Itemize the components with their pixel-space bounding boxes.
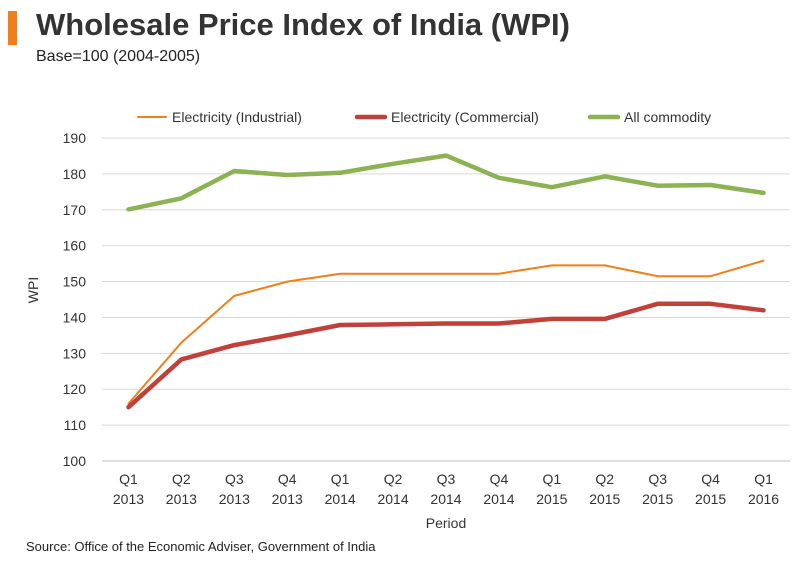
legend: Electricity (Industrial) Electricity (Com… xyxy=(137,109,711,125)
y-tick-label: 150 xyxy=(63,274,87,290)
y-tick-label: 130 xyxy=(63,345,87,361)
y-tick-label: 140 xyxy=(63,309,87,325)
legend-label: All commodity xyxy=(624,109,711,125)
page-subtitle: Base=100 (2004-2005) xyxy=(36,48,201,65)
x-tick-label: 2015 xyxy=(642,491,673,507)
gridlines xyxy=(102,137,790,462)
y-tick-label: 110 xyxy=(64,417,87,433)
x-tick-label: 2015 xyxy=(589,491,620,507)
title-accent-bar xyxy=(8,11,17,45)
x-tick-label: Q1 xyxy=(119,471,138,487)
y-axis-label: WPI xyxy=(25,277,41,303)
legend-label: Electricity (Commercial) xyxy=(391,109,539,125)
x-tick-label: 2013 xyxy=(219,491,250,507)
x-tick-label: 2014 xyxy=(430,491,461,507)
series-line-electricity-commercial xyxy=(126,301,766,410)
source-note: Source: Office of the Economic Adviser, … xyxy=(26,539,376,554)
x-tick-label: Q4 xyxy=(701,471,720,487)
x-tick-label: 2013 xyxy=(272,491,303,507)
x-tick-label: 2013 xyxy=(113,491,144,507)
y-tick-label: 180 xyxy=(63,166,87,182)
x-tick-label: 2014 xyxy=(377,491,408,507)
x-tick-label: Q1 xyxy=(543,471,562,487)
x-tick-label: 2015 xyxy=(536,491,567,507)
x-tick-label: Q1 xyxy=(331,471,350,487)
wpi-line-chart: 100 110 120 130 140 150 160 170 180 190 Q1 2013 Q2 2… xyxy=(25,109,790,531)
series-line-electricity-industrial xyxy=(127,259,765,405)
x-tick-label: Q4 xyxy=(278,471,297,487)
x-tick-label: Q2 xyxy=(384,471,403,487)
y-tick-label: 100 xyxy=(63,453,87,469)
x-tick-label: 2013 xyxy=(166,491,197,507)
y-tick-label: 170 xyxy=(63,202,87,218)
page-title: Wholesale Price Index of India (WPI) xyxy=(36,7,570,42)
y-tick-label: 190 xyxy=(63,130,87,146)
x-axis-tick-labels: Q1 2013 Q2 2013 Q3 2013 Q4 2013 Q1 2014 Q2 2014 Q3 20… xyxy=(113,471,779,507)
y-tick-label: 120 xyxy=(63,381,87,397)
x-axis-label: Period xyxy=(426,515,466,531)
x-tick-label: Q3 xyxy=(437,471,456,487)
series-line-all-commodity xyxy=(126,153,766,212)
y-axis-tick-labels: 100 110 120 130 140 150 160 170 180 190 xyxy=(63,130,87,469)
x-tick-label: Q4 xyxy=(490,471,509,487)
x-tick-label: Q1 xyxy=(754,471,773,487)
x-tick-label: Q3 xyxy=(225,471,244,487)
series-lines xyxy=(126,153,766,410)
x-tick-label: Q3 xyxy=(648,471,667,487)
x-tick-label: Q2 xyxy=(172,471,191,487)
x-tick-label: Q2 xyxy=(595,471,614,487)
x-tick-label: 2015 xyxy=(695,491,726,507)
x-tick-label: 2014 xyxy=(325,491,356,507)
y-tick-label: 160 xyxy=(63,238,87,254)
legend-label: Electricity (Industrial) xyxy=(172,109,302,125)
x-tick-label: 2014 xyxy=(483,491,514,507)
x-tick-label: 2016 xyxy=(748,491,779,507)
